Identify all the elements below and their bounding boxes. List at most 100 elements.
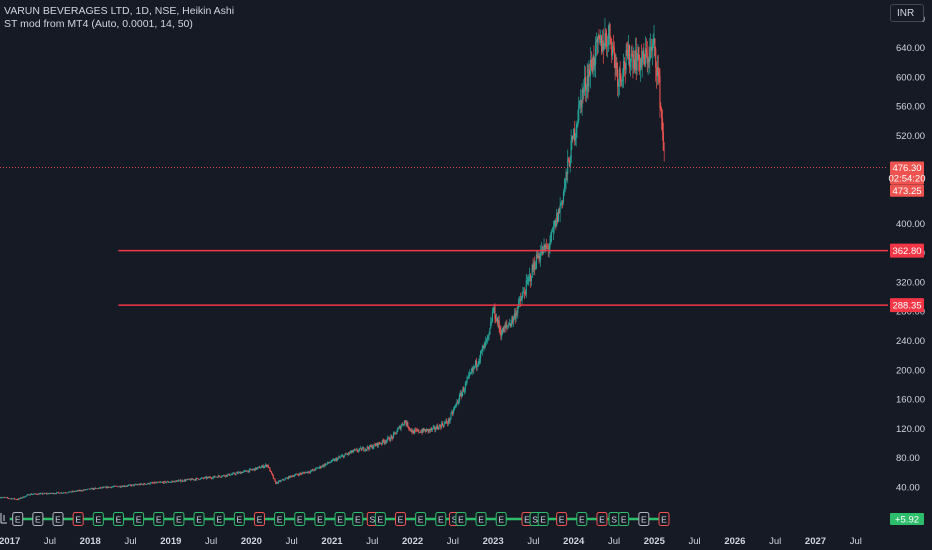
earnings-marker[interactable]: E <box>576 512 588 526</box>
earnings-marker[interactable]: E <box>455 512 467 526</box>
earnings-marker[interactable]: E <box>334 512 346 526</box>
earnings-marker[interactable]: E <box>294 512 306 526</box>
candle-body <box>581 89 583 108</box>
candle-body <box>316 467 318 469</box>
x-tick-label: 2024 <box>563 536 585 547</box>
candle-body <box>471 368 473 373</box>
candle-body <box>195 478 197 481</box>
candle-body <box>459 393 461 395</box>
candle-body <box>315 468 317 471</box>
earnings-marker[interactable]: E <box>394 512 406 526</box>
candle-body <box>41 493 43 495</box>
earnings-marker[interactable]: E <box>274 512 286 526</box>
candle-body <box>453 407 455 410</box>
earnings-marker[interactable]: S <box>608 512 620 526</box>
earnings-marker[interactable]: E <box>32 512 44 526</box>
candle-body <box>8 498 10 500</box>
candle-body <box>358 449 360 452</box>
earnings-marker[interactable]: E <box>475 512 487 526</box>
earnings-marker[interactable]: E <box>133 512 145 526</box>
earnings-marker[interactable]: E <box>435 512 447 526</box>
x-tick-label: 2021 <box>321 536 343 547</box>
candle-body <box>508 323 510 326</box>
candle-body <box>456 401 458 404</box>
candle-body <box>452 411 454 414</box>
earnings-marker[interactable]: E <box>596 512 608 526</box>
candle-body <box>3 497 5 498</box>
candle-body <box>551 231 554 232</box>
candle-body <box>523 291 525 293</box>
candle-body <box>341 455 343 457</box>
earnings-marker-box <box>12 512 24 526</box>
earnings-marker[interactable]: E <box>233 512 245 526</box>
candle-body <box>260 466 262 468</box>
candle-body <box>29 495 31 496</box>
drawing-tool-icon[interactable] <box>0 511 8 525</box>
candle-body <box>404 420 406 423</box>
candle-body <box>457 401 459 403</box>
candle-body <box>469 373 471 375</box>
earnings-marker[interactable]: E <box>253 512 265 526</box>
earnings-marker[interactable]: E <box>314 512 326 526</box>
candle-body <box>562 200 564 203</box>
level-price-label: 362.80 <box>892 246 921 257</box>
symbol-title[interactable]: VARUN BEVERAGES LTD, 1D, NSE, Heikin Ash… <box>4 5 235 17</box>
indicator-title[interactable]: ST mod from MT4 (Auto, 0.0001, 14, 50) <box>4 18 193 30</box>
candle-body <box>224 475 226 477</box>
candle-body <box>171 481 173 483</box>
earnings-marker[interactable]: E <box>415 512 427 526</box>
candle-body <box>42 493 44 495</box>
currency-button[interactable]: INR <box>890 4 924 22</box>
candle-body <box>630 54 632 62</box>
earnings-marker[interactable]: E <box>618 512 630 526</box>
candle-body <box>377 442 379 447</box>
candle-body <box>386 437 389 441</box>
candle-body <box>155 482 157 484</box>
earnings-marker[interactable]: E <box>556 512 568 526</box>
earnings-marker[interactable]: E <box>52 512 64 526</box>
candle-body <box>215 476 217 478</box>
candle-body <box>199 478 202 480</box>
earnings-marker[interactable]: E <box>112 512 124 526</box>
earnings-marker[interactable]: E <box>658 512 670 526</box>
candle-body <box>103 486 105 488</box>
indicator-value-label: +5.92 <box>895 515 919 526</box>
candle-body <box>84 489 87 490</box>
candle-body <box>342 455 344 457</box>
candle-body <box>34 493 37 495</box>
earnings-marker[interactable]: E <box>12 512 24 526</box>
earnings-marker-box <box>213 512 225 526</box>
x-tick-label: 2020 <box>241 536 262 547</box>
earnings-marker[interactable]: E <box>153 512 165 526</box>
earnings-marker[interactable]: E <box>537 512 549 526</box>
candle-body <box>380 443 382 444</box>
candle-body <box>463 389 466 392</box>
earnings-marker[interactable]: E <box>374 512 386 526</box>
candle-body <box>326 463 328 465</box>
earnings-marker-label: E <box>524 515 530 525</box>
candle-body <box>143 483 145 485</box>
x-tick-label: 2026 <box>724 536 745 547</box>
earnings-marker[interactable]: E <box>495 512 507 526</box>
earnings-marker[interactable]: E <box>638 512 650 526</box>
earnings-marker-box <box>294 512 306 526</box>
candle-body <box>464 383 466 390</box>
earnings-marker[interactable]: E <box>92 512 104 526</box>
earnings-marker[interactable]: E <box>193 512 205 526</box>
earnings-marker[interactable]: E <box>352 512 364 526</box>
earnings-marker[interactable]: S <box>366 512 378 526</box>
candle-body <box>4 497 6 499</box>
candle-body <box>309 471 312 473</box>
candle-body <box>612 46 614 48</box>
earnings-marker[interactable]: E <box>72 512 84 526</box>
earnings-marker[interactable]: E <box>173 512 185 526</box>
candle-body <box>183 481 185 482</box>
candle-body <box>128 485 130 486</box>
candle-body <box>400 426 402 430</box>
candle-body <box>165 481 167 483</box>
candle-body <box>367 446 369 449</box>
earnings-marker[interactable]: E <box>213 512 225 526</box>
candle-body <box>522 292 524 296</box>
candle-body <box>337 457 339 459</box>
